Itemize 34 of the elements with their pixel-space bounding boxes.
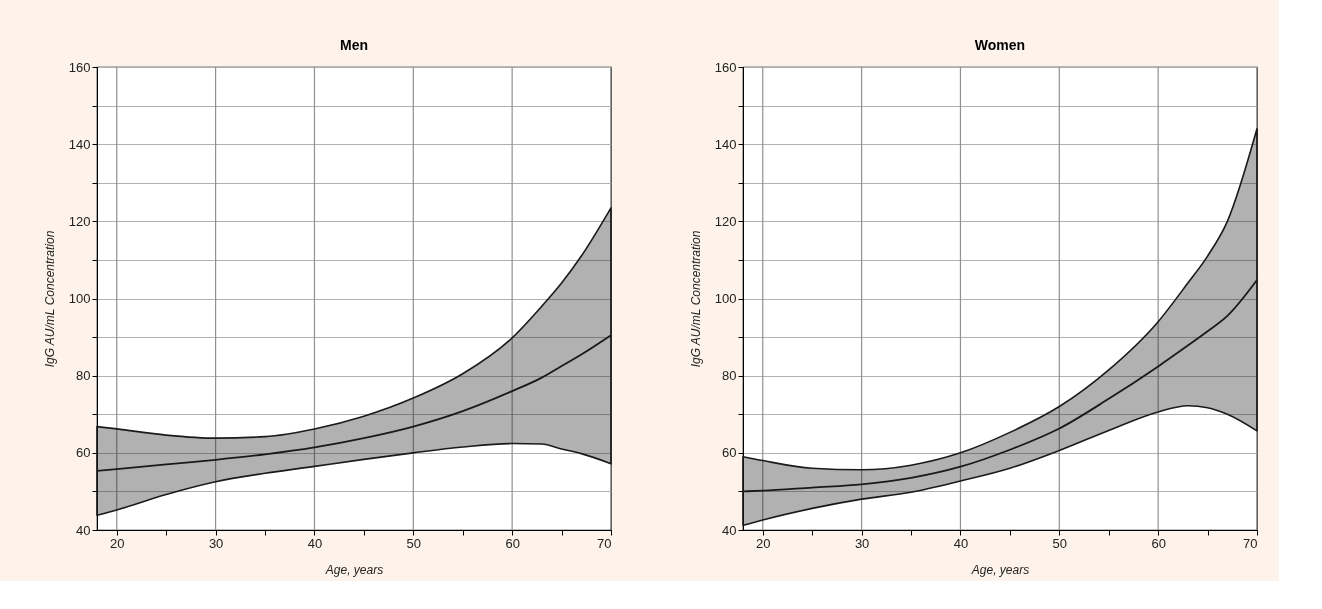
x-tick-label: 20: [110, 535, 125, 551]
y-tick-label: 160: [714, 59, 737, 75]
y-tick-label: 140: [714, 136, 737, 152]
y-tick-label: 40: [722, 522, 737, 538]
x-tick-label: 20: [756, 535, 771, 551]
y-tick-label: 100: [714, 291, 737, 306]
x-tick-label: 60: [505, 535, 520, 551]
x-tick-label: 40: [307, 535, 323, 551]
x-tick-label: 30: [854, 535, 870, 551]
y-tick-label: 80: [76, 368, 91, 384]
y-tick-label: 60: [722, 445, 737, 461]
x-tick-label: 30: [208, 535, 224, 551]
x-tick-label: 60: [1151, 535, 1166, 551]
x-axis-title: Age, years: [324, 562, 384, 577]
line-series: [742, 279, 1258, 493]
y-axis-title: IgG AU/mL Concentration: [42, 230, 57, 368]
x-tick-label: 70: [1243, 535, 1258, 551]
x-tick-label: 40: [953, 535, 969, 551]
y-tick-label: 40: [76, 522, 91, 538]
y-tick-label: 120: [714, 213, 737, 229]
y-tick-label: 80: [722, 368, 737, 384]
y-tick-label: 160: [68, 59, 91, 75]
line-series: [96, 334, 612, 472]
chart-title: Men: [340, 37, 368, 53]
x-tick-label: 70: [597, 535, 612, 551]
x-tick-label: 50: [1052, 535, 1068, 551]
y-tick-label: 60: [76, 445, 91, 461]
x-axis-title: Age, years: [970, 562, 1030, 577]
x-tick-label: 50: [406, 535, 422, 551]
y-tick-label: 120: [68, 213, 91, 229]
y-tick-label: 100: [68, 291, 91, 306]
y-tick-label: 140: [68, 136, 91, 152]
chart-title: Women: [974, 37, 1026, 53]
y-axis-title: IgG AU/mL Concentration: [688, 230, 703, 368]
